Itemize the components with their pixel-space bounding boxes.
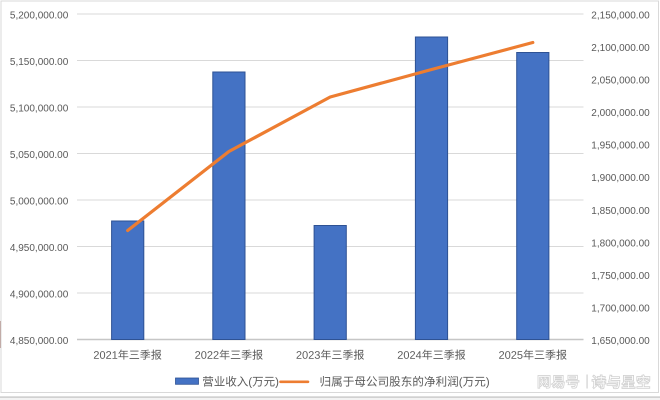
svg-text:4,950,000.00: 4,950,000.00 — [10, 243, 69, 254]
svg-text:5,050,000.00: 5,050,000.00 — [10, 150, 69, 161]
svg-text:5,000,000.00: 5,000,000.00 — [10, 197, 69, 208]
svg-text:1,850,000.00: 1,850,000.00 — [591, 206, 650, 217]
svg-text:2,100,000.00: 2,100,000.00 — [591, 43, 650, 54]
svg-text:2,150,000.00: 2,150,000.00 — [591, 11, 650, 22]
svg-text:1,800,000.00: 1,800,000.00 — [591, 238, 650, 249]
svg-text:2,050,000.00: 2,050,000.00 — [591, 76, 650, 87]
svg-text:5,200,000.00: 5,200,000.00 — [10, 11, 69, 22]
svg-text:1,750,000.00: 1,750,000.00 — [591, 271, 650, 282]
svg-text:1,950,000.00: 1,950,000.00 — [591, 141, 650, 152]
svg-text:4,850,000.00: 4,850,000.00 — [10, 336, 69, 347]
svg-text:5,100,000.00: 5,100,000.00 — [10, 104, 69, 115]
svg-text:4,900,000.00: 4,900,000.00 — [10, 290, 69, 301]
svg-text:1,700,000.00: 1,700,000.00 — [591, 303, 650, 314]
svg-text:5,150,000.00: 5,150,000.00 — [10, 57, 69, 68]
svg-text:2,000,000.00: 2,000,000.00 — [591, 108, 650, 119]
svg-text:1,650,000.00: 1,650,000.00 — [591, 336, 650, 347]
svg-text:1,900,000.00: 1,900,000.00 — [591, 173, 650, 184]
